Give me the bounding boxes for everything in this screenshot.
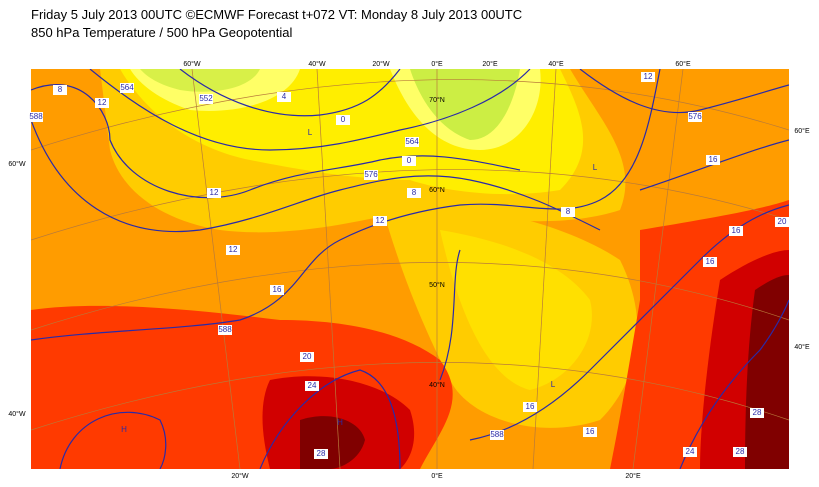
contour-label: 24 (686, 447, 695, 456)
graticule (31, 69, 789, 469)
contour-label: 12 (229, 245, 238, 254)
contour-label: 12 (98, 98, 107, 107)
pressure-center: L (551, 380, 556, 389)
contour-label: 28 (753, 408, 762, 417)
pressure-center: H (337, 418, 343, 427)
contour-label: 12 (210, 188, 219, 197)
pressure-center: L (308, 128, 313, 137)
graticule-label: 40°W (8, 410, 26, 418)
label-background (373, 216, 387, 226)
label-background (733, 447, 747, 457)
map-title: Friday 5 July 2013 00UTC ©ECMWF Forecast… (31, 7, 523, 22)
contour-label: 16 (706, 257, 715, 266)
label-background (583, 427, 597, 437)
label-background (300, 352, 314, 362)
label-background (29, 112, 43, 122)
contour-label: 0 (407, 156, 412, 165)
graticule-label: 60°N (429, 186, 445, 194)
contour-label: 12 (376, 216, 385, 225)
label-background (120, 83, 134, 93)
graticule-label: 20°E (482, 60, 498, 68)
label-background (688, 112, 702, 122)
label-background (683, 447, 697, 457)
pressure-center: H (121, 425, 127, 434)
contour-label: 588 (490, 430, 504, 439)
graticule-label: 20°W (231, 472, 249, 480)
label-background (729, 226, 743, 236)
label-background (218, 325, 232, 335)
graticule-label: 20°W (372, 60, 390, 68)
contour-label: 8 (58, 85, 63, 94)
graticule-label: 60°W (8, 160, 26, 168)
graticule-label: 0°E (431, 60, 443, 68)
label-background (641, 72, 655, 82)
label-background (523, 402, 537, 412)
label-background (703, 257, 717, 267)
graticule-label: 40°E (794, 343, 810, 351)
contour-label: 16 (709, 155, 718, 164)
graticule-label: 0°E (431, 472, 443, 480)
graticule-label: 70°N (429, 96, 445, 104)
contour-label: 564 (120, 83, 134, 92)
label-background (561, 207, 575, 217)
contour-label: 16 (273, 285, 282, 294)
contour-label: 24 (308, 381, 317, 390)
contour-label: 552 (199, 94, 213, 103)
contour-label: 28 (736, 447, 745, 456)
contour-label: 20 (303, 352, 312, 361)
label-background (305, 381, 319, 391)
contour-label: 8 (412, 188, 417, 197)
label-background (314, 449, 328, 459)
contour-label: 28 (317, 449, 326, 458)
label-background (402, 156, 416, 166)
label-background (490, 430, 504, 440)
label-background (336, 115, 350, 125)
contour-label: 16 (586, 427, 595, 436)
label-background (270, 285, 284, 295)
label-background (277, 92, 291, 102)
label-background (750, 408, 764, 418)
graticule-label: 50°N (429, 281, 445, 289)
geopotential-contours (31, 69, 789, 469)
label-background (364, 170, 378, 180)
graticule-label: 40°N (429, 381, 445, 389)
graticule-label: 20°E (625, 472, 641, 480)
contour-label: 4 (282, 92, 287, 101)
label-background (53, 85, 67, 95)
graticule-label: 40°W (308, 60, 326, 68)
pressure-center: L (593, 163, 598, 172)
label-background (407, 188, 421, 198)
contour-label: 576 (688, 112, 702, 121)
labels: 60°W 40°W 20°W 0°E 20°E 40°E 60°E 20°W 0°E 20°E 60… (8, 60, 810, 480)
graticule-label: 60°E (794, 127, 810, 135)
graticule-label: 40°E (548, 60, 564, 68)
contour-label: 588 (29, 112, 43, 121)
label-background (95, 98, 109, 108)
map-subtitle: 850 hPa Temperature / 500 hPa Geopotenti… (31, 25, 293, 40)
temperature-field (31, 69, 789, 469)
contour-label: 12 (644, 72, 653, 81)
label-background (199, 94, 213, 104)
label-background (226, 245, 240, 255)
label-background (405, 137, 419, 147)
graticule-label: 60°W (183, 60, 201, 68)
label-background (706, 155, 720, 165)
contour-label: 16 (526, 402, 535, 411)
contour-label: 16 (732, 226, 741, 235)
graticule-label: 60°E (675, 60, 691, 68)
label-background (775, 217, 789, 227)
contour-label: 8 (566, 207, 571, 216)
contour-label: 564 (405, 137, 419, 146)
contour-label: 20 (778, 217, 787, 226)
contour-label: 576 (364, 170, 378, 179)
contour-label: 0 (341, 115, 346, 124)
label-background (207, 188, 221, 198)
contour-label: 588 (218, 325, 232, 334)
